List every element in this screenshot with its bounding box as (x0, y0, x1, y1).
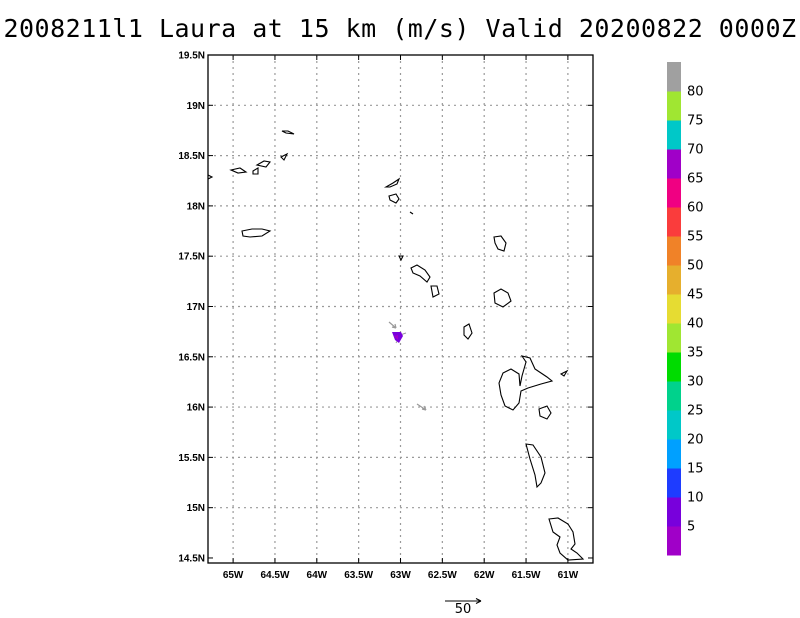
coastline-puerto-rico-east (207, 174, 214, 180)
coastline-martinique (548, 517, 585, 561)
wind-vector-arrow (416, 403, 427, 411)
coastline-st-john (255, 160, 272, 168)
map-title: 2008211l1 Laura at 15 km (m/s) Valid 202… (3, 14, 797, 43)
x-tick-label: 64W (307, 570, 328, 581)
y-tick-label: 18.5N (178, 151, 205, 162)
colorbar-label: 60 (687, 201, 704, 216)
y-tick-label: 15N (187, 503, 205, 514)
y-tick-label: 14.5N (178, 553, 205, 564)
reference-vector-label: 50 (455, 602, 472, 617)
y-tick-label: 18N (187, 201, 205, 212)
coastline-tortola (280, 152, 289, 161)
x-axis-ticks: 65W 64.5W 64W 63.5W 63W 62.5W 62W 61.5W 61W (223, 55, 579, 581)
coastline-st-thomas (252, 167, 259, 175)
wind-vector-arrow (388, 321, 397, 329)
y-tick-label: 19N (187, 101, 205, 112)
y-tick-label: 17.5N (178, 252, 205, 263)
reference-vector-arrowhead (475, 598, 482, 604)
coastline-anegada (281, 130, 295, 135)
x-tick-label: 63W (390, 570, 411, 581)
colorbar-segment (667, 91, 681, 121)
reference-vector: 50 (445, 598, 482, 617)
x-tick-label: 62.5W (428, 570, 457, 581)
map-panel: 65W 64.5W 64W 63.5W 63W 62.5W 62W 61.5W 61W 19.5… (178, 51, 594, 581)
coastline-dominica (525, 443, 546, 489)
colorbar-segment (667, 207, 681, 237)
colorbar-segment (667, 236, 681, 266)
colorbar-label: 15 (687, 462, 704, 477)
y-tick-label: 19.5N (178, 51, 205, 62)
colorbar-label: 40 (687, 317, 704, 332)
colorbar-label: 45 (687, 288, 704, 303)
colorbar-segment (667, 149, 681, 179)
coastline-barbuda (493, 235, 507, 252)
coastline-la-desirade (559, 369, 569, 377)
x-tick-label: 65W (223, 570, 244, 581)
y-tick-label: 16.5N (178, 352, 205, 363)
colorbar-segment (667, 294, 681, 324)
colorbar-label: 55 (687, 230, 704, 245)
colorbar-segment (667, 323, 681, 353)
colorbar-label: 35 (687, 346, 704, 361)
colorbar-label: 80 (687, 85, 704, 100)
coastline-st-kitts (410, 264, 431, 283)
colorbar-segment (667, 526, 681, 556)
coastline-anguilla (383, 177, 401, 188)
colorbar-segment (667, 497, 681, 527)
colorbar-label: 70 (687, 143, 704, 158)
colorbar-label: 65 (687, 172, 704, 187)
colorbar: 5 10 15 20 25 30 35 40 45 50 55 60 65 70 75 80 (667, 62, 704, 556)
map-grid (208, 55, 593, 563)
colorbar-segment (667, 410, 681, 440)
x-tick-label: 64.5W (261, 570, 290, 581)
colorbar-segment (667, 265, 681, 295)
y-tick-label: 15.5N (178, 453, 205, 464)
colorbar-label: 10 (687, 491, 704, 506)
coastline-st-martin (388, 193, 400, 204)
coastline-antigua (493, 288, 512, 308)
colorbar-segment (667, 381, 681, 411)
colorbar-label: 5 (687, 520, 695, 535)
wind-speed-patch (394, 335, 398, 340)
colorbar-segment (667, 62, 681, 92)
x-tick-label: 61W (558, 570, 579, 581)
colorbar-segment (667, 178, 681, 208)
colorbar-segment (667, 439, 681, 469)
coastline-nevis (430, 285, 440, 298)
coastline-marie-galante (538, 405, 552, 420)
y-axis-ticks: 19.5N 19N 18.5N 18N 17.5N 17N 16.5N 16N 15.5N 15N… (178, 51, 593, 564)
coastline-saba-statia (398, 255, 404, 262)
coastline-guadeloupe (498, 355, 554, 411)
coastline-st-barthelemy (409, 211, 414, 215)
coastlines (207, 130, 585, 561)
colorbar-segment (667, 468, 681, 498)
x-tick-label: 63.5W (344, 570, 373, 581)
coastline-montserrat (463, 323, 473, 340)
x-tick-label: 62W (474, 570, 495, 581)
wind-speed-shading (392, 332, 403, 343)
x-tick-label: 61.5W (512, 570, 541, 581)
colorbar-segment (667, 352, 681, 382)
coastline-st-croix (241, 228, 272, 238)
colorbar-label: 25 (687, 404, 704, 419)
colorbar-label: 50 (687, 259, 704, 274)
colorbar-label: 20 (687, 433, 704, 448)
colorbar-label: 75 (687, 114, 704, 129)
y-tick-label: 16N (187, 403, 205, 414)
coastline-vieques (229, 167, 248, 174)
colorbar-segment (667, 120, 681, 150)
colorbar-label: 30 (687, 375, 704, 390)
y-tick-label: 17N (187, 302, 205, 313)
